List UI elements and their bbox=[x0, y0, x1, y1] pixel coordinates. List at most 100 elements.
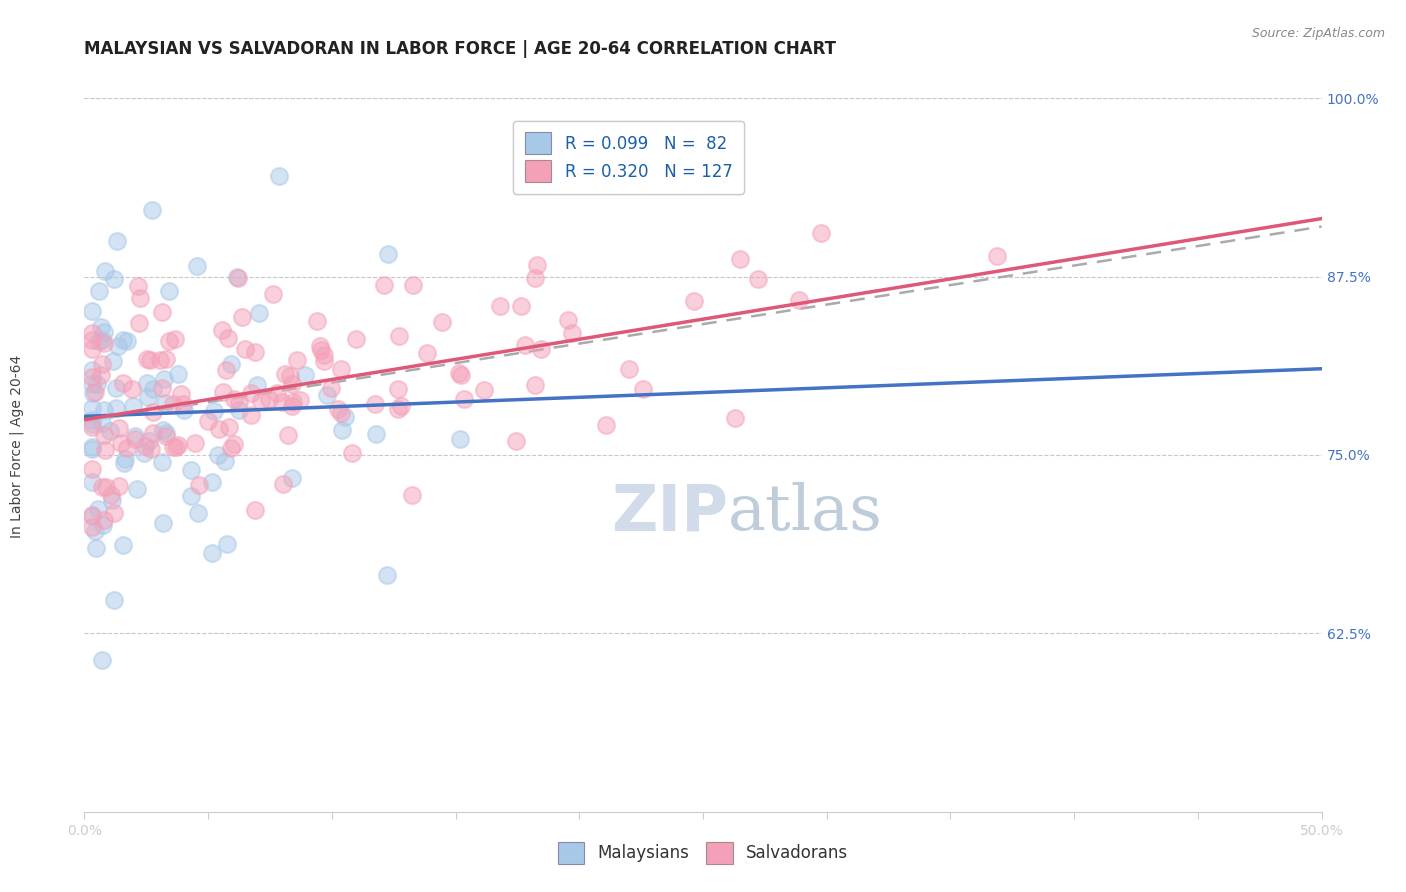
Point bbox=[530, 343, 553, 357]
Point bbox=[226, 270, 249, 285]
Point bbox=[730, 252, 752, 267]
Point bbox=[127, 278, 149, 293]
Point bbox=[270, 395, 292, 409]
Point bbox=[523, 270, 546, 285]
Point bbox=[80, 442, 103, 456]
Point bbox=[281, 471, 304, 485]
Point bbox=[135, 352, 157, 367]
Point bbox=[80, 304, 103, 318]
Point bbox=[505, 434, 527, 449]
Point bbox=[810, 227, 832, 241]
Point bbox=[94, 480, 117, 494]
Point bbox=[90, 368, 112, 382]
Point bbox=[269, 169, 291, 183]
Point bbox=[155, 425, 177, 440]
Point bbox=[307, 313, 329, 327]
Point bbox=[157, 284, 180, 298]
Point bbox=[214, 453, 236, 467]
Point bbox=[138, 434, 160, 448]
Point bbox=[294, 368, 316, 382]
Point bbox=[98, 424, 121, 438]
Point bbox=[80, 508, 103, 523]
Point bbox=[747, 271, 769, 285]
Point bbox=[80, 475, 103, 490]
Point bbox=[243, 344, 266, 359]
Point bbox=[104, 401, 127, 415]
Point bbox=[80, 519, 103, 533]
Point bbox=[329, 362, 352, 376]
Point bbox=[124, 429, 146, 443]
Point bbox=[240, 408, 263, 422]
Point bbox=[271, 476, 294, 491]
Point bbox=[617, 362, 640, 376]
Point bbox=[228, 394, 250, 409]
Point bbox=[93, 443, 115, 458]
Point bbox=[86, 376, 108, 391]
Point bbox=[389, 399, 412, 413]
Point bbox=[312, 354, 335, 368]
Point bbox=[309, 343, 332, 358]
Point bbox=[333, 409, 356, 424]
Point bbox=[150, 454, 173, 468]
Point bbox=[245, 377, 267, 392]
Point bbox=[101, 354, 124, 368]
Point bbox=[155, 428, 177, 442]
Point bbox=[108, 479, 131, 493]
Point bbox=[80, 440, 103, 454]
Point bbox=[631, 382, 654, 396]
Point bbox=[132, 446, 155, 460]
Point bbox=[285, 352, 308, 367]
Point bbox=[401, 488, 423, 502]
Point bbox=[208, 422, 231, 436]
Point bbox=[207, 448, 229, 462]
Point bbox=[104, 381, 127, 395]
Point bbox=[87, 284, 110, 298]
Point bbox=[155, 351, 177, 366]
Point bbox=[150, 305, 173, 319]
Text: atlas: atlas bbox=[728, 482, 883, 542]
Point bbox=[218, 419, 240, 434]
Point bbox=[105, 234, 128, 248]
Point bbox=[402, 278, 425, 293]
Point bbox=[222, 437, 245, 451]
Point bbox=[117, 441, 139, 455]
Point bbox=[83, 385, 105, 400]
Point bbox=[202, 404, 225, 418]
Text: In Labor Force | Age 20-64: In Labor Force | Age 20-64 bbox=[10, 354, 24, 538]
Point bbox=[219, 357, 242, 371]
Point bbox=[162, 397, 184, 411]
Point bbox=[387, 382, 409, 396]
Point bbox=[281, 377, 304, 392]
Point bbox=[165, 440, 187, 454]
Text: Source: ZipAtlas.com: Source: ZipAtlas.com bbox=[1251, 27, 1385, 40]
Point bbox=[157, 334, 180, 348]
Point bbox=[219, 441, 242, 455]
Point bbox=[513, 337, 536, 351]
Point bbox=[87, 334, 110, 349]
Point bbox=[110, 436, 132, 450]
Point bbox=[184, 435, 207, 450]
Point bbox=[84, 524, 107, 539]
Point bbox=[239, 386, 262, 401]
Point bbox=[115, 334, 138, 349]
Point bbox=[215, 362, 238, 376]
Point bbox=[288, 393, 311, 408]
Point bbox=[162, 440, 184, 454]
Point bbox=[128, 291, 150, 305]
Point bbox=[373, 277, 395, 292]
Point bbox=[314, 348, 336, 362]
Point bbox=[93, 428, 115, 442]
Point bbox=[340, 446, 363, 460]
Point bbox=[142, 405, 165, 419]
Point bbox=[344, 332, 367, 346]
Point bbox=[526, 259, 548, 273]
Point bbox=[155, 396, 177, 410]
Point bbox=[447, 366, 470, 380]
Point bbox=[142, 426, 165, 441]
Point bbox=[111, 333, 134, 347]
Point bbox=[724, 410, 747, 425]
Point bbox=[309, 339, 332, 353]
Point bbox=[121, 382, 143, 396]
Point bbox=[138, 353, 160, 368]
Point bbox=[80, 462, 103, 476]
